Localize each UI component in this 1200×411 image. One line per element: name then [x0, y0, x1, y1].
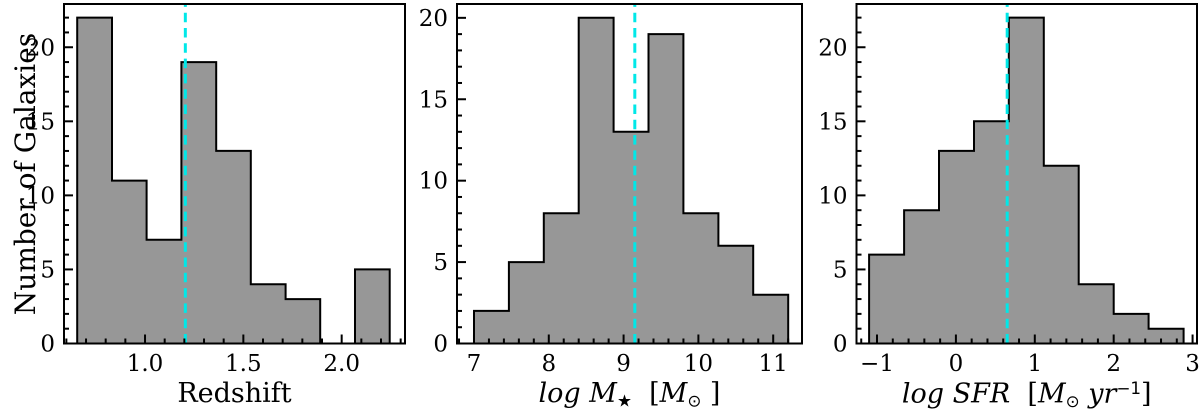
- x-axis-title-segment: ★: [616, 390, 632, 411]
- x-axis-title-segment: Redshift: [177, 378, 292, 409]
- x-axis-title-segment: −1: [1116, 378, 1142, 398]
- y-tick-label: 0: [40, 332, 55, 358]
- x-tick-label: 2.0: [323, 351, 360, 377]
- y-tick-label: 20: [419, 6, 448, 32]
- x-axis-title-2: log M★ [M⊙ ]: [539, 379, 721, 410]
- x-tick-label: 8: [541, 351, 556, 377]
- x-tick-label: 1: [1027, 351, 1042, 377]
- x-axis-title-segment: [: [1010, 378, 1038, 410]
- x-tick-label: 9: [616, 351, 631, 377]
- x-tick-label: 10: [684, 351, 713, 377]
- x-axis-title-segment: log SFR: [901, 378, 1011, 410]
- x-axis-title-segment: ]: [701, 378, 721, 409]
- x-tick-label: −1: [860, 351, 894, 377]
- y-tick-label: 5: [40, 257, 55, 283]
- x-tick-label: 1.5: [225, 351, 262, 377]
- x-tick-label: 0: [949, 351, 964, 377]
- y-tick-label: 15: [26, 109, 55, 135]
- y-tick-label: 20: [818, 35, 847, 61]
- y-tick-label: 10: [419, 169, 448, 195]
- x-tick-label: 7: [467, 351, 482, 377]
- histogram-bars: [76, 16, 391, 345]
- histogram-panel-3: −1 0 1 2 3 0 5 10 15 20: [818, 3, 1200, 377]
- x-axis-title-segment: ⊙: [1065, 391, 1080, 411]
- axes-frame: [855, 3, 1198, 345]
- y-tick-label: 0: [833, 332, 848, 358]
- y-tick-label: 10: [818, 183, 847, 209]
- y-axis-title: Number of Galaxies: [9, 32, 42, 316]
- x-tick-label: 3: [1185, 351, 1200, 377]
- x-axis-title-segment: [: [631, 378, 660, 409]
- y-tick-label: 0: [433, 332, 448, 358]
- x-axis-title-segment: ⊙: [687, 390, 702, 411]
- histogram-bars: [868, 16, 1185, 345]
- histogram-bars: [473, 16, 790, 345]
- histogram-panel-2: 7 8 9 10 11 0 5 10 15 20: [419, 3, 803, 377]
- axes-frame: [456, 3, 803, 345]
- y-tick-label: 5: [833, 257, 848, 283]
- x-tick-label: 1.0: [127, 351, 164, 377]
- y-tick-label: 15: [818, 109, 847, 135]
- x-axis-title-segment: M: [659, 378, 688, 409]
- y-tick-label: 10: [26, 183, 55, 209]
- x-axis-title-segment: M: [1037, 378, 1066, 410]
- x-axis-title-segment: ]: [1141, 378, 1152, 410]
- axes-frame: [63, 3, 406, 345]
- x-tick-label: 11: [759, 351, 788, 377]
- y-tick-label: 5: [433, 250, 448, 276]
- histogram-panel-1: 1.0 1.5 2.0 0 5 10 15 20: [26, 3, 406, 377]
- y-tick-label: 15: [419, 87, 448, 113]
- x-axis-title-segment: yr: [1079, 378, 1117, 410]
- x-tick-label: 2: [1106, 351, 1121, 377]
- x-axis-title-3: log SFR [M⊙ yr−1]: [902, 379, 1152, 410]
- x-axis-title-segment: log M: [538, 378, 617, 409]
- x-axis-title-1: Redshift: [177, 379, 291, 409]
- y-tick-label: 20: [26, 35, 55, 61]
